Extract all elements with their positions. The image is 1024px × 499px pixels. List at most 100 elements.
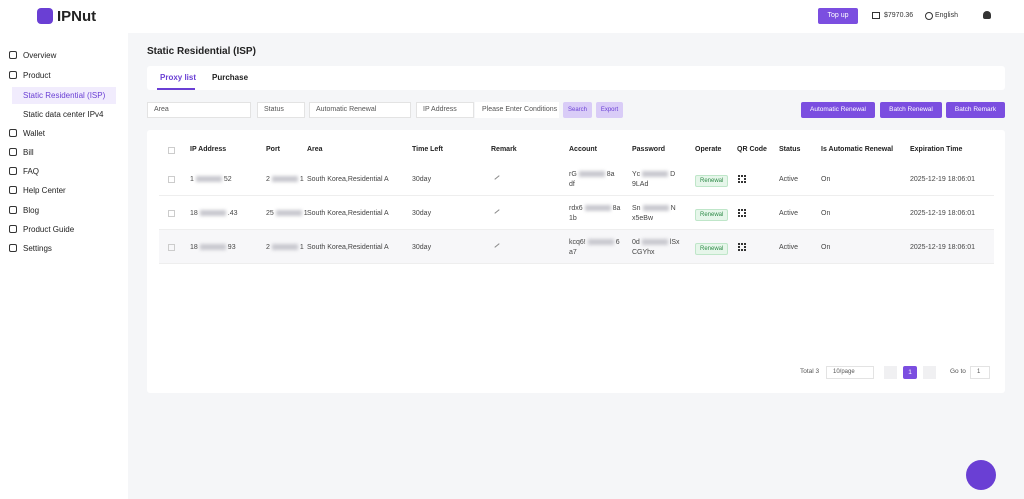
sidebar: Overview Product Static Residential (ISP) S… — [0, 33, 128, 499]
ip-address: 18 93 — [190, 243, 236, 253]
logo[interactable]: IPNut — [57, 8, 97, 25]
page-title: Static Residential (ISP) — [147, 46, 256, 57]
checkbox[interactable] — [168, 147, 175, 154]
auto-renewal: On — [821, 176, 831, 183]
logo-icon — [37, 8, 53, 24]
blurred-text — [199, 210, 226, 217]
auto-renewal-button[interactable]: Automatic Renewal — [801, 102, 875, 118]
text: 9LAd — [632, 181, 649, 188]
column-header: QR Code — [737, 146, 767, 153]
menu-icon — [9, 51, 17, 59]
ip-address: 18.43 — [190, 209, 238, 219]
top-up-button[interactable]: Top up — [818, 8, 858, 24]
ip-select[interactable]: IP Address — [416, 102, 474, 118]
text: 1 — [299, 176, 304, 183]
tabs-card: Proxy list Purchase — [147, 66, 1005, 90]
search-button[interactable]: Search — [563, 102, 592, 118]
blurred-text — [271, 176, 298, 183]
column-header: Account — [569, 146, 597, 153]
blurred-text — [584, 205, 611, 212]
table-card: Total 3 10/page 1 Go to 1 IP Address Port… — [147, 130, 1005, 393]
menu-item[interactable]: FAQ — [23, 167, 40, 176]
blurred-text — [642, 205, 669, 212]
chat-button[interactable] — [966, 460, 996, 490]
menu-icon — [9, 186, 17, 194]
blurred-text — [275, 210, 302, 217]
area-select[interactable]: Area — [147, 102, 251, 118]
menu-item[interactable]: Product Guide — [23, 225, 75, 234]
qr-icon[interactable] — [738, 243, 746, 251]
balance[interactable]: $7970.36 — [884, 12, 914, 19]
page-size[interactable]: 10/page — [826, 366, 874, 379]
text: a7 — [569, 249, 577, 256]
text: CGYhx — [632, 249, 655, 256]
condition-input[interactable]: Please Enter Conditions — [475, 102, 559, 118]
menu-item[interactable]: Blog — [23, 206, 40, 215]
status: Active — [779, 210, 799, 217]
blurred-text — [642, 171, 669, 178]
text: 2 — [266, 176, 270, 183]
menu-icon — [9, 167, 17, 175]
renewal-button[interactable]: Renewal — [695, 175, 729, 187]
renewal-button[interactable]: Renewal — [695, 243, 729, 255]
column-header: Area — [307, 146, 323, 153]
menu-item[interactable]: Bill — [23, 148, 34, 157]
text: 25 — [266, 210, 274, 217]
expiration-time: 2025-12-19 18:06:01 — [910, 210, 975, 217]
text: 18 — [190, 244, 198, 251]
text: rG — [569, 171, 577, 178]
menu-item[interactable]: Wallet — [23, 129, 45, 138]
tab[interactable]: Purchase — [212, 73, 249, 82]
qr-icon[interactable] — [738, 175, 746, 183]
status: Active — [779, 244, 799, 251]
wallet-icon — [872, 12, 880, 19]
text: .43 — [227, 210, 238, 217]
batch-renewal-button[interactable]: Batch Renewal — [880, 102, 942, 118]
time-left: 30day — [412, 244, 432, 251]
total: Total 3 — [800, 368, 820, 375]
blurred-text — [578, 171, 605, 178]
table-row — [159, 162, 994, 196]
menu-item[interactable]: Product — [23, 71, 51, 80]
column-header: Operate — [695, 146, 722, 153]
header: IPNut Top up $7970.36 English — [0, 0, 1024, 33]
checkbox[interactable] — [168, 176, 175, 183]
blurred-text — [199, 244, 226, 251]
prev-page[interactable] — [884, 366, 897, 379]
menu-item[interactable]: Help Center — [23, 186, 66, 195]
expiration-time: 2025-12-19 18:06:01 — [910, 244, 975, 251]
menu-item[interactable]: Overview — [23, 51, 57, 60]
page-number[interactable]: 1 — [903, 366, 917, 379]
renewal-select[interactable]: Automatic Renewal — [309, 102, 411, 118]
account: kcq6! 6 a7 — [569, 238, 620, 258]
text: 52 — [223, 176, 232, 183]
text: 6 — [615, 239, 620, 246]
batch-remark-button[interactable]: Batch Remark — [946, 102, 1005, 118]
text: 1b — [569, 215, 577, 222]
language[interactable]: English — [935, 12, 958, 19]
menu-item[interactable]: Static data center IPv4 — [23, 110, 104, 119]
text: 18 — [190, 210, 198, 217]
menu-item[interactable]: Static Residential (ISP) — [23, 91, 106, 100]
next-page[interactable] — [923, 366, 936, 379]
blurred-text — [271, 244, 298, 251]
area: South Korea,Residential A — [307, 176, 389, 183]
globe-icon — [925, 12, 933, 20]
tab[interactable]: Proxy list — [160, 73, 197, 82]
password: Yc D 9LAd — [632, 170, 675, 190]
qr-icon[interactable] — [738, 209, 746, 217]
status: Active — [779, 176, 799, 183]
tab-underline — [157, 88, 195, 90]
renewal-button[interactable]: Renewal — [695, 209, 729, 221]
export-button[interactable]: Export — [596, 102, 623, 118]
text: Yc — [632, 171, 641, 178]
menu-icon — [9, 225, 17, 233]
checkbox[interactable] — [168, 244, 175, 251]
goto-input[interactable]: 1 — [970, 366, 990, 379]
user-icon[interactable] — [983, 11, 991, 19]
text: Sn — [632, 205, 641, 212]
checkbox[interactable] — [168, 210, 175, 217]
status-select[interactable]: Status — [257, 102, 305, 118]
menu-item[interactable]: Settings — [23, 244, 52, 253]
